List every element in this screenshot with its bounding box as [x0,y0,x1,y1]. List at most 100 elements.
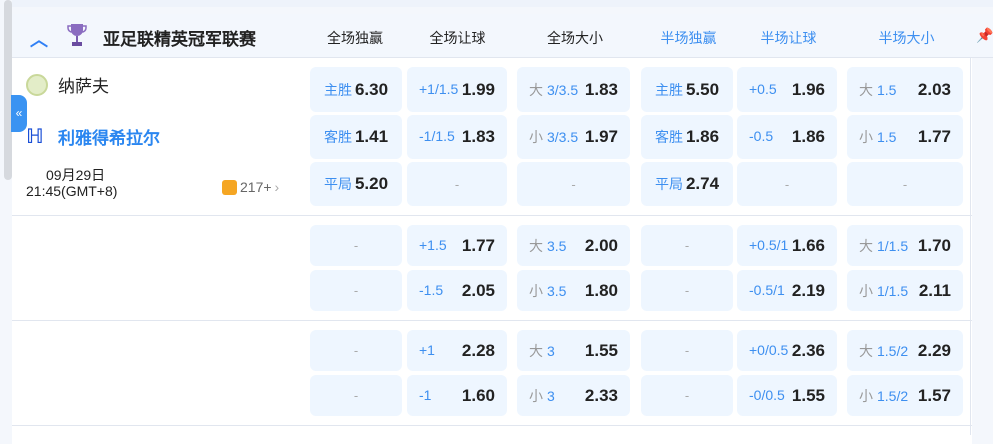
odds-cell-empty: - [407,162,507,206]
odds-cell[interactable]: -1.5 2.05 [407,270,507,311]
odds-cell-empty: - [310,375,402,416]
odds-label: 3.5 [547,282,567,299]
chevron-right-icon: › [274,179,280,195]
odds-cell[interactable]: +0.5 1.96 [737,67,837,112]
odds-value: 2.00 [584,235,618,255]
al-hilal-logo: ℍ [26,126,44,148]
odds-value: 5.20 [354,174,389,193]
page-scrollbar[interactable] [4,0,12,180]
odds-label-group: 大 1.5/2 [859,341,908,361]
column-header: 全场大小 [547,30,603,46]
odds-value: 2.19 [791,280,825,300]
odds-label: 3 [547,387,555,404]
odds-cell[interactable]: 客胜 1.41 [310,115,402,159]
odds-label-group: 平局 [655,174,683,194]
odds-cell[interactable]: -0/0.5 1.55 [737,375,837,416]
odds-cell[interactable]: 大 3 1.55 [517,330,630,371]
odds-cell[interactable]: 小 3/3.5 1.97 [517,115,630,159]
chevron-up-icon[interactable]: ︿ [30,30,48,50]
column-header: 半场独赢 [660,30,717,46]
over-under-prefix: 大 [859,342,873,359]
odds-cell[interactable]: -0.5/1 2.19 [737,270,837,311]
odds-cell[interactable]: 主胜 5.50 [641,67,733,112]
odds-label: 3/3.5 [547,129,579,145]
odds-value: 2.36 [791,340,825,360]
column-header: 半场让球 [760,30,817,46]
odds-label-group: 小 3.5 [529,281,566,301]
odds-value: 1.86 [685,127,720,146]
odds-label-group: -0/0.5 [749,387,785,405]
odds-label: -1.5 [419,281,444,298]
odds-value: 1.77 [461,235,495,255]
odds-value: 1.97 [584,127,618,146]
trophy-icon [67,24,87,46]
odds-cell[interactable]: +0.5/1 1.66 [737,225,837,266]
odds-label-group: +0.5 [749,81,777,99]
odds-value: 1.55 [584,340,618,360]
divider [12,425,972,426]
odds-cell[interactable]: 大 3.5 2.00 [517,225,630,266]
odds-label: -0/0.5 [749,386,785,403]
odds-cell[interactable]: 小 1.5/2 1.57 [847,375,963,416]
over-under-prefix: 大 [859,81,873,98]
odds-label: 1/1.5 [877,237,909,254]
odds-cell[interactable]: 大 1.5/2 2.29 [847,330,963,371]
odds-value: 1.70 [917,235,951,255]
odds-value: 2.74 [685,174,720,193]
odds-label: +1 [419,341,435,358]
top-bar [12,0,993,7]
home-team[interactable]: 纳萨夫 [26,72,109,97]
expand-sidebar-tab[interactable]: « [11,95,27,132]
odds-cell[interactable]: 小 3.5 1.80 [517,270,630,311]
odds-value: 2.03 [917,79,951,99]
more-markets-link[interactable]: 217+ › [222,179,279,195]
odds-value: 1.80 [584,280,618,300]
odds-cell[interactable]: 客胜 1.86 [641,115,733,159]
odds-cell[interactable]: 大 1/1.5 1.70 [847,225,963,266]
odds-cell-empty: - [641,375,733,416]
column-header: 半场大小 [878,30,935,46]
away-team[interactable]: ℍ 利雅得希拉尔 [26,124,160,149]
odds-cell[interactable]: 小 3 2.33 [517,375,630,416]
odds-value: 6.30 [354,79,389,99]
odds-label: 1.5/2 [877,342,909,359]
odds-label: 1.5 [877,129,897,145]
odds-label: +0.5/1 [749,236,789,253]
odds-cell[interactable]: 小 1.5 1.77 [847,115,963,159]
odds-cell[interactable]: +0/0.5 2.36 [737,330,837,371]
odds-label: 3 [547,342,555,359]
league-title[interactable]: 亚足联精英冠军联赛 [103,30,256,49]
odds-label: -1 [419,386,432,403]
odds-cell[interactable]: +1/1.5 1.99 [407,67,507,112]
odds-cell[interactable]: -1/1.5 1.83 [407,115,507,159]
odds-label: 主胜 [654,81,683,98]
odds-cell[interactable]: 平局 2.74 [641,162,733,206]
odds-label: 平局 [323,176,352,192]
over-under-prefix: 小 [529,387,543,404]
odds-label-group: 大 3/3.5 [529,80,578,100]
odds-label: +1/1.5 [419,80,459,97]
odds-cell[interactable]: +1.5 1.77 [407,225,507,266]
odds-cell[interactable]: +1 2.28 [407,330,507,371]
odds-cell[interactable]: 平局 5.20 [310,162,402,206]
odds-cell[interactable]: 大 1.5 2.03 [847,67,963,112]
odds-value: 1.86 [791,127,825,146]
odds-cell[interactable]: -0.5 1.86 [737,115,837,159]
odds-label-group: +0/0.5 [749,342,788,360]
odds-label-group: +1.5 [419,237,447,255]
odds-label-group: 小 1.5 [859,127,896,147]
odds-cell[interactable]: 小 1/1.5 2.11 [847,270,963,311]
over-under-prefix: 大 [859,237,873,254]
odds-label-group: 大 1/1.5 [859,236,908,256]
odds-cell[interactable]: -1 1.60 [407,375,507,416]
odds-label: 客胜 [654,129,683,145]
odds-value: 1.41 [354,127,389,146]
odds-label-group: 小 3/3.5 [529,127,578,147]
odds-cell[interactable]: 大 3/3.5 1.83 [517,67,630,112]
odds-label-group: 小 1.5/2 [859,386,908,406]
odds-label-group: 大 1.5 [859,80,896,100]
odds-label: +0/0.5 [749,341,789,358]
odds-cell-empty: - [517,162,630,206]
odds-cell[interactable]: 主胜 6.30 [310,67,402,112]
pin-icon[interactable]: 📌 [976,27,993,43]
